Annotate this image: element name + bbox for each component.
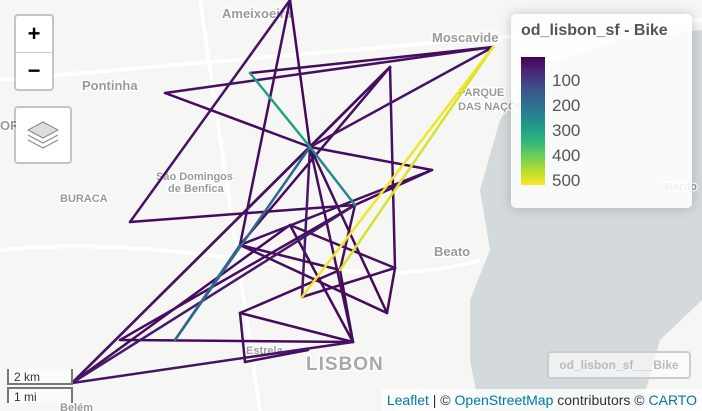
flow-line — [118, 203, 357, 342]
zoom-control: + − — [14, 14, 54, 91]
flow-line — [248, 45, 495, 75]
layer-label[interactable]: od_lisbon_sf___Bike — [547, 351, 691, 379]
place-label: Beato — [434, 244, 470, 259]
flow-line — [288, 223, 397, 270]
flow-line — [238, 268, 342, 315]
legend: od_lisbon_sf - Bike 100 200 300 400 500 — [511, 14, 692, 208]
flow-line — [173, 145, 312, 342]
layers-control[interactable] — [14, 106, 72, 164]
flow-line — [300, 145, 312, 299]
place-label: Ameixoeira — [222, 6, 293, 21]
flow-line — [243, 348, 310, 364]
flow-line — [308, 45, 495, 149]
attribution: Leaflet | © OpenStreetMap contributors ©… — [381, 389, 702, 411]
flow-line — [248, 71, 312, 149]
flow-line — [238, 311, 355, 344]
flow-line — [128, 0, 292, 224]
text: | © — [432, 392, 451, 408]
place-label: Moscavide — [432, 30, 498, 45]
flow-line — [338, 45, 495, 272]
flow-line — [238, 243, 342, 272]
flow-line — [238, 311, 247, 364]
place-label: Pontinha — [82, 78, 138, 93]
link[interactable]: CARTO — [648, 392, 698, 408]
legend-tick-label: 300 — [552, 121, 580, 140]
flow-line — [388, 65, 397, 270]
place-label: LISBON — [306, 354, 384, 375]
flow-line — [238, 0, 292, 247]
place-label: Belém — [60, 402, 93, 411]
flow-line — [308, 145, 357, 207]
scale-km: 2 km — [7, 369, 73, 385]
flow-line — [70, 145, 312, 385]
legend-tick-label: 200 — [552, 96, 580, 115]
flows — [70, 0, 495, 385]
flow-line — [300, 45, 495, 299]
flow-line — [118, 338, 355, 344]
flow-line — [238, 65, 392, 247]
flow-line — [238, 243, 389, 315]
link[interactable]: OpenStreetMap — [454, 392, 554, 408]
flow-line — [308, 145, 355, 344]
place-label: São Domingos — [156, 171, 233, 183]
legend-title: od_lisbon_sf - Bike — [521, 22, 668, 39]
layers-icon — [26, 121, 60, 149]
legend-tick-label: 400 — [552, 146, 580, 165]
flow-line — [385, 266, 397, 315]
flow-line — [70, 340, 355, 385]
place-label: PARQUE — [458, 87, 504, 99]
scale-mi: 1 mi — [7, 387, 73, 404]
zoom-out[interactable]: − — [27, 58, 41, 83]
color-bar — [521, 57, 545, 185]
flow-line — [70, 203, 357, 385]
legend-scale: 100 200 300 400 500 — [521, 57, 580, 190]
flow-line — [300, 266, 397, 299]
road — [198, 0, 262, 411]
road — [0, 244, 481, 275]
legend-tick-label: 500 — [552, 171, 580, 190]
place-label: BURACA — [60, 193, 108, 205]
place-label: de Benfica — [168, 183, 225, 195]
flow-line — [163, 45, 495, 95]
legend-tick-label: 100 — [552, 71, 580, 90]
zoom-in[interactable]: + — [16, 16, 52, 53]
text: contributors © — [557, 392, 645, 408]
link[interactable]: Leaflet — [386, 392, 429, 408]
flow-line — [163, 91, 312, 149]
